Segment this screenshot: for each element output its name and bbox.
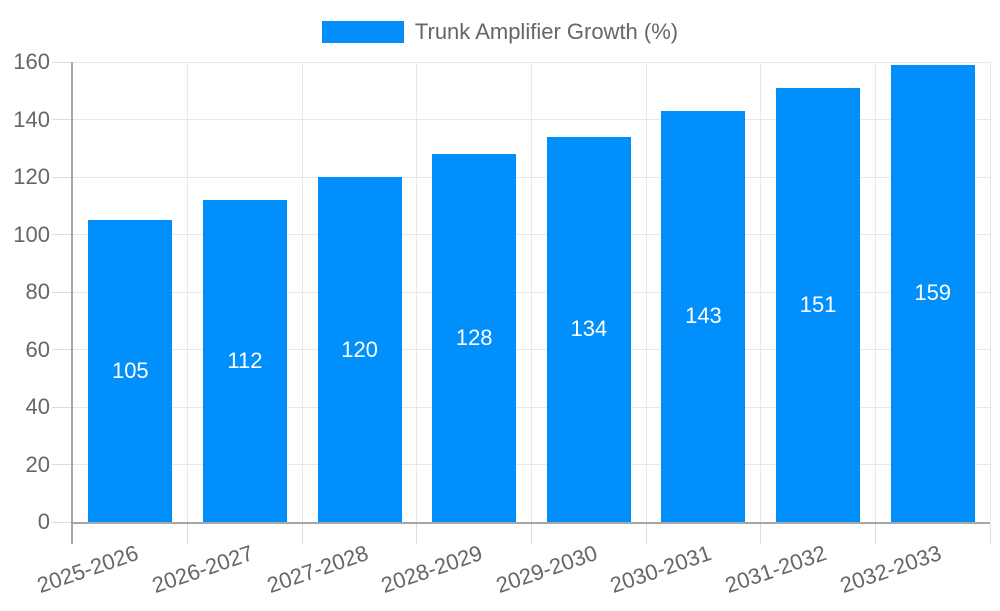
bar-value-label: 143 <box>685 303 722 329</box>
bar[interactable]: 143 <box>661 110 746 522</box>
x-tick <box>874 524 876 544</box>
x-axis-line <box>71 522 990 524</box>
bar[interactable]: 159 <box>890 64 975 522</box>
x-tick <box>416 524 418 544</box>
bar[interactable]: 134 <box>546 136 631 522</box>
y-tick <box>52 406 71 408</box>
y-tick-label: 100 <box>13 221 50 247</box>
x-gridline <box>645 62 647 522</box>
x-gridline <box>416 62 418 522</box>
x-gridline <box>531 62 532 522</box>
bar[interactable]: 128 <box>432 154 517 522</box>
y-tick <box>52 521 71 523</box>
x-tick <box>760 524 762 544</box>
bar[interactable]: 112 <box>202 200 287 522</box>
plot-area: 0 20 40 60 80 100 120 140 160 105 112 120 128 134 143 1… <box>13 51 991 598</box>
bar[interactable]: 120 <box>317 177 402 522</box>
x-gridline <box>187 62 189 522</box>
legend: Trunk Amplifier Growth (%) <box>0 19 1000 45</box>
x-tick <box>187 524 189 544</box>
bar[interactable]: 105 <box>88 220 173 522</box>
x-tick <box>531 524 532 544</box>
y-tick <box>52 176 71 178</box>
y-tick-label: 60 <box>25 336 50 362</box>
x-tick <box>989 524 991 544</box>
legend-item[interactable]: Trunk Amplifier Growth (%) <box>321 19 679 45</box>
y-tick-label: 160 <box>13 49 50 74</box>
y-axis-line <box>71 62 73 544</box>
x-tick <box>301 524 303 544</box>
y-tick-label: 0 <box>37 509 50 534</box>
bar-value-label: 128 <box>455 325 493 350</box>
y-tick-label: 140 <box>13 106 50 132</box>
bar-value-label: 134 <box>570 316 608 342</box>
y-tick <box>52 349 71 350</box>
bar-value-label: 120 <box>341 336 378 362</box>
x-gridline <box>874 62 876 522</box>
y-tick <box>52 291 71 293</box>
y-tick-label: 40 <box>25 394 50 419</box>
x-tick <box>645 524 647 544</box>
bar-value-label: 112 <box>227 348 263 373</box>
y-tick <box>52 234 71 235</box>
bar-value-label: 151 <box>799 291 837 317</box>
legend-swatch-icon <box>321 21 404 43</box>
legend-label: Trunk Amplifier Growth (%) <box>414 19 679 44</box>
y-tick-label: 20 <box>25 451 50 477</box>
x-gridline <box>989 62 991 522</box>
y-tick <box>52 119 71 120</box>
x-gridline <box>301 62 303 522</box>
bar[interactable]: 151 <box>776 87 861 522</box>
y-tick-label: 80 <box>25 279 50 304</box>
y-tick <box>52 61 71 63</box>
y-tick <box>52 464 71 465</box>
bar-value-label: 159 <box>914 280 952 306</box>
bar-value-label: 105 <box>111 358 149 384</box>
y-tick-label: 120 <box>13 164 50 189</box>
x-gridline <box>760 62 762 522</box>
